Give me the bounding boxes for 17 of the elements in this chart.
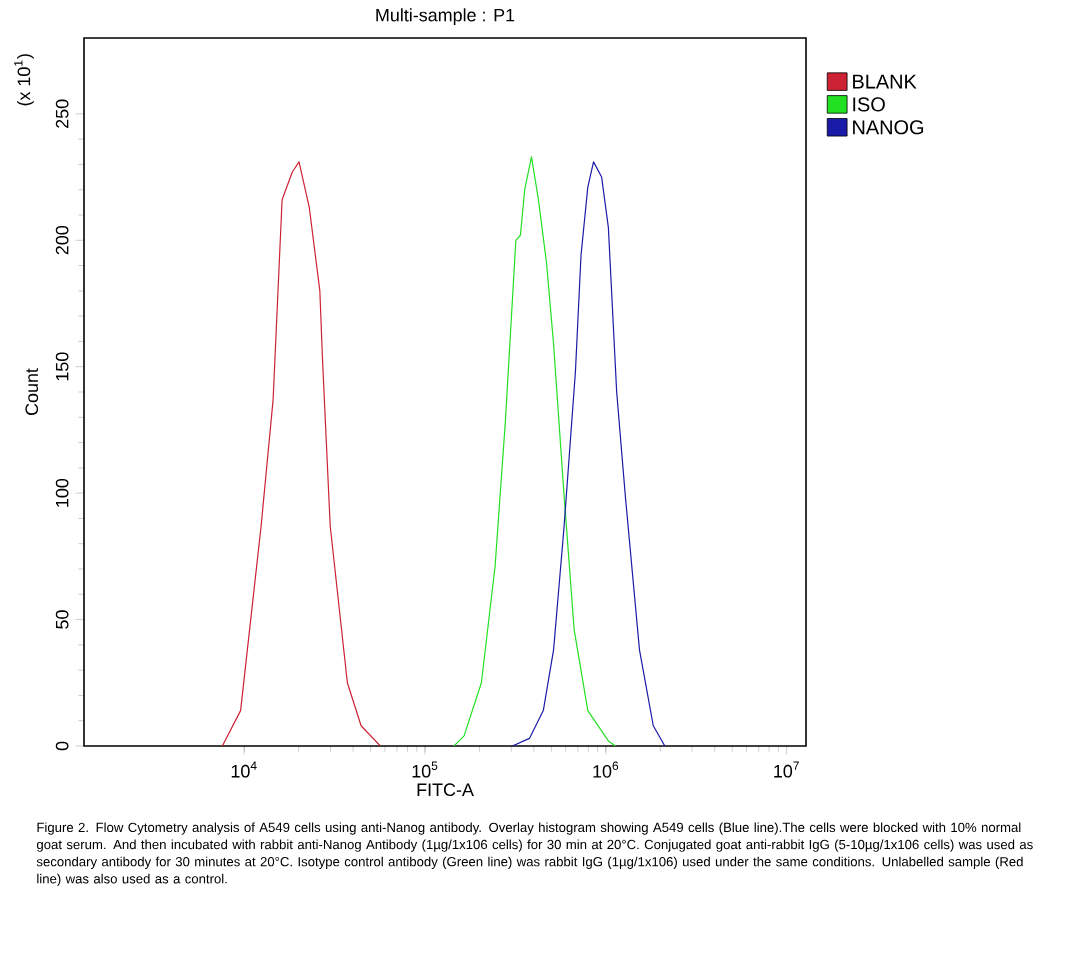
y-tick-label: 100 [55,478,69,507]
x-tick-label: 10$^{5}$ [412,761,438,778]
legend-label: NANOG [853,120,924,135]
text: (x 10$^{1}$) [14,54,34,106]
legend-label: ISO [853,97,885,112]
x-tick-label: 10$^{6}$ [593,761,619,778]
y-axis-title: Count [25,368,39,416]
y-tick-label: 0 [55,741,69,751]
legend-label: BLANK [853,74,917,89]
x-tick-label: 10$^{4}$ [231,761,257,778]
x-axis-title: FITC-A [417,783,474,797]
y-tick-label: 150 [55,352,69,381]
y-tick-label: 250 [55,99,69,128]
chart-title: Multi-sample : P1 [376,8,515,25]
y-tick-label: 50 [55,610,69,629]
y-tick-label: 200 [55,226,69,255]
x-tick-label: 10$^{7}$ [774,761,799,778]
